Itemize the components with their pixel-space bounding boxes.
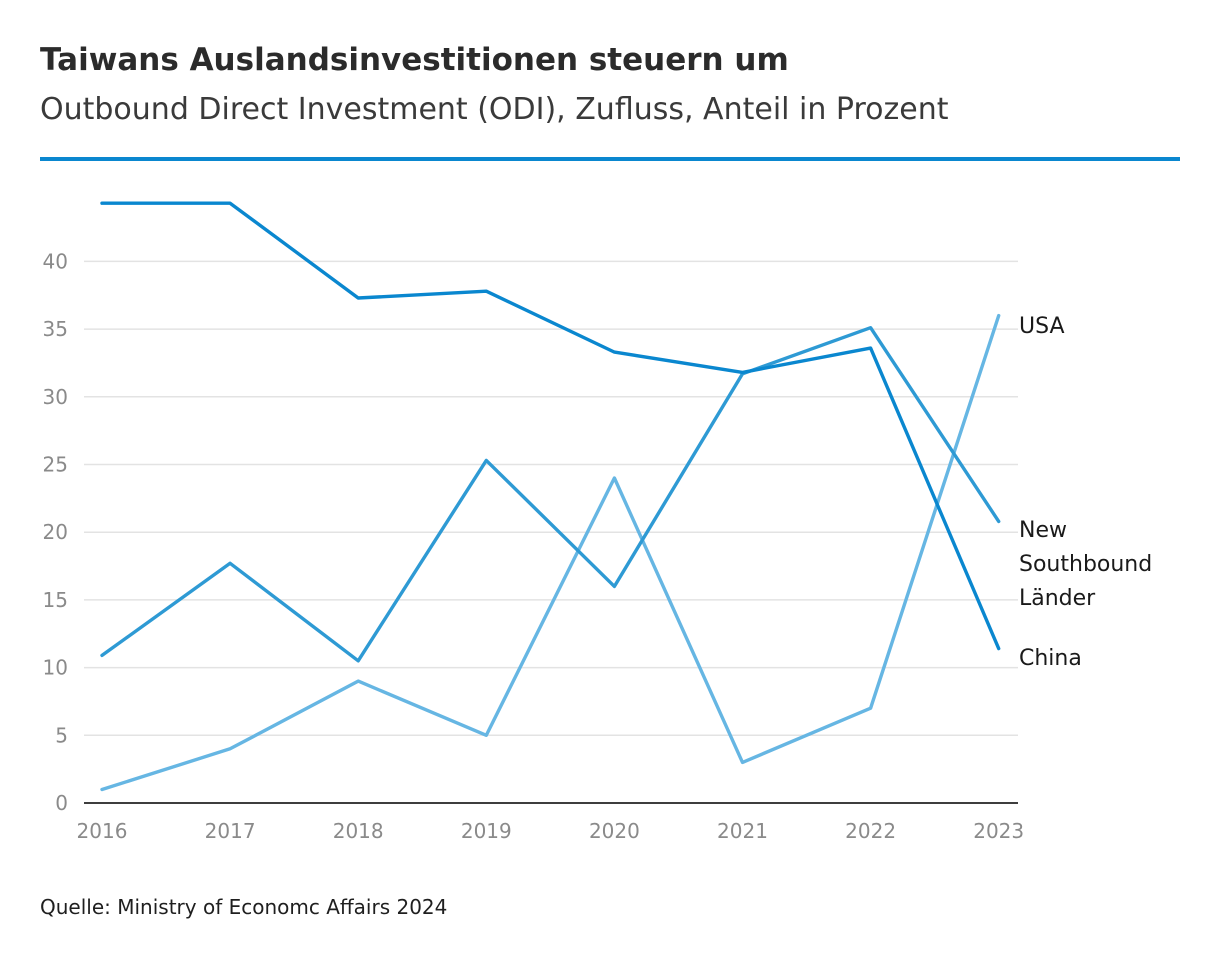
y-tick-label-10: 10 bbox=[43, 656, 68, 680]
series-label-china: China bbox=[1019, 646, 1082, 671]
series-label-new-southbound-lander-line-2: Southbound bbox=[1019, 552, 1152, 577]
x-tick-label-2017: 2017 bbox=[205, 819, 256, 843]
series-label-usa: USA bbox=[1019, 314, 1065, 339]
y-tick-label-30: 30 bbox=[43, 385, 68, 409]
chart-title: Taiwans Auslandsinvestitionen steuern um bbox=[40, 42, 789, 78]
series-line-china bbox=[100, 201, 1001, 651]
series-labels: USA New Southbound Länder China bbox=[1019, 314, 1152, 671]
series-line-usa bbox=[100, 313, 1001, 792]
series-label-new-southbound-lander-line-3: Länder bbox=[1019, 586, 1096, 611]
y-tick-label-0: 0 bbox=[55, 791, 68, 815]
x-tick-label-2021: 2021 bbox=[717, 819, 768, 843]
x-tick-label-2019: 2019 bbox=[461, 819, 512, 843]
x-tick-label-2020: 2020 bbox=[589, 819, 640, 843]
y-axis-ticks: 0 5 10 15 20 25 30 35 40 bbox=[43, 249, 68, 815]
title-divider bbox=[40, 157, 1180, 161]
y-tick-label-20: 20 bbox=[43, 520, 68, 544]
series-line-new-southbound-lander bbox=[100, 326, 1001, 663]
x-tick-label-2016: 2016 bbox=[77, 819, 128, 843]
y-tick-label-5: 5 bbox=[55, 723, 68, 747]
gridlines bbox=[84, 260, 1018, 737]
x-tick-label-2018: 2018 bbox=[333, 819, 384, 843]
x-tick-label-2023: 2023 bbox=[973, 819, 1024, 843]
series-lines bbox=[100, 201, 1001, 792]
y-tick-label-40: 40 bbox=[43, 249, 68, 273]
chart-subtitle: Outbound Direct Investment (ODI), Zuflus… bbox=[40, 92, 949, 127]
y-tick-label-25: 25 bbox=[43, 453, 68, 477]
y-tick-label-35: 35 bbox=[43, 317, 68, 341]
y-tick-label-15: 15 bbox=[43, 588, 68, 612]
x-tick-label-2022: 2022 bbox=[845, 819, 896, 843]
x-axis-ticks: 2016 2017 2018 2019 2020 2021 2022 2023 bbox=[77, 819, 1025, 843]
series-label-new-southbound-lander-line-1: New bbox=[1019, 518, 1067, 543]
source-note: Quelle: Ministry of Economc Affairs 2024 bbox=[40, 895, 448, 919]
